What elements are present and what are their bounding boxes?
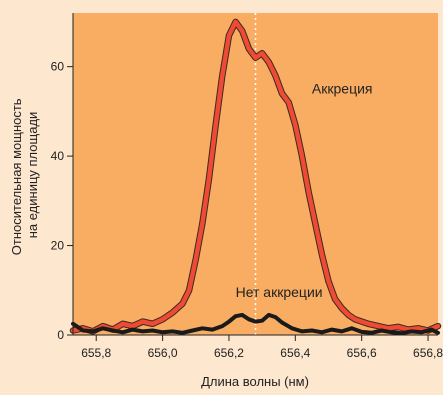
x-tick-label: 656,6 bbox=[347, 346, 377, 360]
x-tick-label: 656,0 bbox=[148, 346, 178, 360]
y-axis-label-line-2: на единицу площади bbox=[25, 112, 40, 239]
x-tick-label: 655,8 bbox=[81, 346, 111, 360]
y-axis-label: Относительная мощность на единицу площад… bbox=[9, 95, 40, 255]
x-tick-label: 656,2 bbox=[214, 346, 244, 360]
y-tick-label: 40 bbox=[51, 149, 65, 163]
annotation-accretion: Аккреция bbox=[312, 81, 373, 97]
y-tick-label: 0 bbox=[57, 328, 64, 342]
y-tick-label: 60 bbox=[51, 60, 65, 74]
x-tick-label: 656,8 bbox=[413, 346, 443, 360]
y-axis-label-line-1: Относительная мощность bbox=[9, 98, 24, 255]
series-line-accretion bbox=[70, 19, 441, 334]
x-axis-label: Длина волны (нм) bbox=[201, 374, 309, 389]
series-line-no-accretion bbox=[71, 312, 440, 336]
y-tick-label: 20 bbox=[51, 239, 65, 253]
annotation-no-accretion: Нет аккреции bbox=[236, 284, 323, 300]
x-tick-label: 656,4 bbox=[280, 346, 310, 360]
